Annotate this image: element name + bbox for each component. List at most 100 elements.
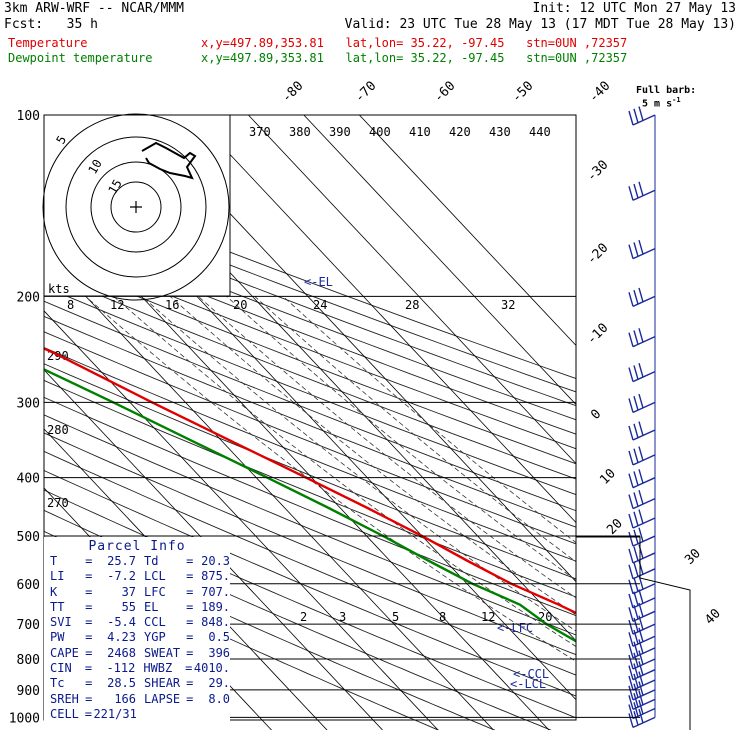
- wind-barb: [628, 469, 656, 489]
- wind-barb-staff: [632, 707, 656, 720]
- wind-barb: [628, 544, 656, 564]
- theta-label: 390: [329, 125, 351, 139]
- dewpoint-profile: [44, 368, 576, 643]
- wind-barb-flag: [628, 531, 634, 547]
- wind-barb-flag: [633, 663, 639, 678]
- wind-barb: [628, 421, 656, 441]
- pressure-tick-label: 700: [17, 618, 40, 633]
- isotherm: [303, 115, 576, 406]
- isotherm: [358, 115, 576, 347]
- wind-barb-flag: [638, 699, 644, 715]
- wind-barb-flag: [633, 652, 639, 668]
- parcel-v2: 29.: [208, 676, 231, 691]
- hodograph-ring: [65, 136, 207, 278]
- wind-barb-flag: [633, 562, 639, 577]
- wind-barb-staff: [632, 716, 656, 729]
- mixing-ratio-label: 12: [481, 610, 495, 624]
- parcel-equals: =: [186, 630, 194, 645]
- speed-axis-tick: 12: [110, 298, 124, 312]
- wind-barb-flag: [633, 242, 639, 257]
- dry-adiabat: [44, 286, 576, 496]
- wind-barb: [628, 240, 656, 260]
- pressure-tick-label: 200: [17, 290, 40, 305]
- wind-barb-staff: [632, 679, 656, 691]
- wind-barb-flag: [638, 589, 644, 604]
- wind-barb-staff: [632, 497, 656, 510]
- parcel-equals: =: [186, 615, 194, 630]
- wind-barb-flag: [633, 108, 639, 123]
- wind-barb: [628, 650, 656, 670]
- dry-adiabat: [44, 331, 576, 545]
- parcel-row: Tc = 28.5 SHEAR = 29.: [44, 676, 230, 691]
- parcel-k1: SVI: [50, 615, 72, 630]
- dry-adiabat: [44, 315, 576, 528]
- wind-barb-flag: [633, 711, 639, 726]
- parcel-equals: =: [85, 630, 93, 645]
- temp-tick-top: -50: [509, 79, 536, 106]
- isotherm: [44, 723, 50, 730]
- wind-barb: [628, 615, 656, 635]
- parcel-k2: SHEAR: [144, 676, 181, 691]
- wind-barb-flag: [633, 641, 639, 656]
- wind-barb-flag: [628, 675, 634, 691]
- wind-barb-flag: [638, 602, 644, 618]
- speed-axis-tick: 24: [313, 298, 327, 312]
- parcel-v1: 37: [121, 584, 137, 599]
- parcel-row: CAPE = 2468 SWEAT = 396: [44, 646, 230, 661]
- parcel-v2: 875.: [201, 569, 231, 584]
- theta-label: 410: [409, 125, 431, 139]
- wind-barb: [628, 446, 656, 466]
- parcel-k1: PW: [50, 630, 65, 645]
- wind-barb-flag: [638, 615, 644, 630]
- temp-tick-right: 0: [588, 407, 604, 423]
- wind-barb-flag: [628, 292, 634, 307]
- wind-barb-staff: [632, 454, 656, 466]
- wind-barb-flag: [633, 577, 639, 592]
- parcel-row: CELL = 221/31: [44, 707, 230, 722]
- wind-barb-flag: [633, 591, 639, 606]
- dry-adiabat: [44, 191, 576, 393]
- theta-label: 420: [449, 125, 471, 139]
- wind-barb-staff: [632, 568, 656, 580]
- wind-barb: [628, 393, 656, 414]
- parcel-k1: LI: [50, 569, 65, 584]
- parcel-k1: TT: [50, 599, 65, 614]
- parcel-v1: 55: [121, 599, 137, 614]
- pressure-tick-label: 900: [17, 684, 40, 699]
- parcel-v1: 166: [114, 691, 137, 706]
- hodograph-ring: [110, 181, 162, 233]
- wind-barb-flag: [633, 492, 639, 507]
- pressure-tick-label: 500: [17, 530, 40, 545]
- parcel-v1: -7.2: [107, 569, 137, 584]
- temp-tick-right: 40: [702, 606, 724, 628]
- wind-barb-flag: [638, 363, 644, 378]
- wind-barb-flag: [628, 579, 634, 594]
- wind-barb-staff: [632, 336, 656, 348]
- parcel-v2: 8.0: [208, 691, 231, 706]
- parcel-v2: 0.5: [208, 630, 231, 645]
- legend-temperature-label: Temperature: [8, 36, 88, 50]
- legend-temperature-info: x,y=497.89,353.81 lat,lon= 35.22, -97.45…: [201, 36, 628, 50]
- wind-barb-staff: [632, 552, 656, 564]
- pressure-tick-label: 1000: [9, 711, 40, 726]
- mixing-ratio-label: 8: [439, 610, 446, 624]
- wind-barb-flag: [633, 604, 639, 620]
- wind-barb-flag: [638, 287, 644, 303]
- wind-barb-flag: [628, 110, 634, 126]
- wind-barb-flag: [628, 398, 634, 413]
- moist-adiabat: [254, 296, 576, 563]
- dry-adiabat: [44, 396, 576, 617]
- wind-barb-flag: [633, 511, 639, 526]
- parcel-row: SVI = -5.4 CCL = 848.: [44, 615, 230, 630]
- wind-barb-flag: [633, 546, 639, 561]
- wind-barb-flag: [633, 289, 639, 305]
- wind-barb-flag: [638, 661, 644, 676]
- parcel-info-title: Parcel Info: [88, 539, 186, 554]
- dry-adiabat: [44, 347, 576, 562]
- parcel-k2: LFC: [144, 584, 166, 599]
- parcel-equals: =: [85, 691, 93, 706]
- wind-barb-flag: [628, 713, 634, 728]
- wind-barb: [628, 627, 656, 647]
- parcel-k2: EL: [144, 599, 159, 614]
- wind-barb: [628, 708, 656, 729]
